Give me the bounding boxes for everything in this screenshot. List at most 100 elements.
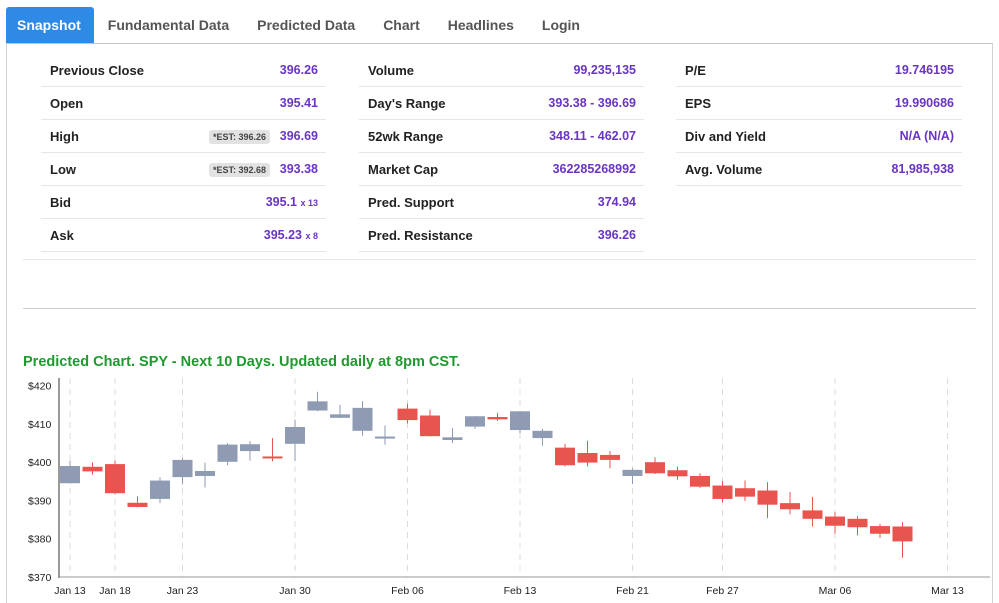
section-divider	[23, 308, 976, 309]
stats-column-3: P/E 19.746195 EPS 19.990686 Div and Yiel…	[676, 54, 962, 186]
candle-body	[825, 516, 845, 526]
stat-value: N/A (N/A)	[899, 129, 954, 143]
x-tick-label: Mar 13	[931, 585, 964, 597]
candle-body	[757, 490, 778, 505]
tab-snapshot[interactable]: Snapshot	[6, 7, 94, 43]
stat-label: High	[50, 129, 79, 144]
candle-body	[195, 470, 215, 476]
stat-row-avg-volume: Avg. Volume 81,985,938	[676, 153, 962, 186]
stat-row-eps: EPS 19.990686	[676, 87, 962, 120]
panel-border-left	[6, 43, 7, 603]
chart-grid	[69, 378, 948, 577]
stat-value: 393.38 - 396.69	[548, 96, 636, 110]
stat-row-low: Low *EST: 392.68 393.38	[41, 153, 326, 186]
y-tick-label: $400	[28, 457, 52, 469]
panel-border-right	[992, 43, 993, 603]
candle-body	[352, 407, 373, 431]
candle-body	[487, 417, 508, 420]
stat-row-pe: P/E 19.746195	[676, 54, 962, 87]
stat-value: 19.990686	[894, 96, 954, 110]
stat-value: 396.26	[597, 228, 636, 242]
stat-value: 395.23	[263, 228, 302, 242]
stats-bottom-border	[23, 259, 976, 260]
stat-value-group: 395.23 x 8	[264, 228, 318, 242]
estimate-badge: *EST: 396.26	[208, 130, 270, 144]
stat-label: Previous Close	[50, 63, 144, 78]
stat-value: 395.41	[279, 96, 318, 110]
candle-body	[735, 488, 755, 497]
candle-body	[555, 447, 575, 466]
tab-headlines[interactable]: Headlines	[447, 17, 514, 33]
chart-candles	[60, 391, 913, 558]
x-tick-label: Jan 30	[279, 585, 311, 597]
candle-body	[532, 430, 553, 439]
stat-row-days-range: Day's Range 393.38 - 396.69	[359, 87, 644, 120]
candle-body	[60, 466, 80, 484]
candle-body	[285, 426, 305, 444]
stat-row-ask: Ask 395.23 x 8	[41, 219, 326, 252]
stat-label: Volume	[368, 63, 414, 78]
y-tick-label: $390	[28, 495, 52, 507]
x-tick-label: Feb 06	[391, 585, 424, 597]
stat-size: x 13	[300, 198, 318, 208]
stat-row-previous-close: Previous Close 396.26	[41, 54, 326, 87]
stat-value: 348.11 - 462.07	[549, 129, 636, 143]
tab-predicted-data[interactable]: Predicted Data	[257, 17, 356, 33]
stat-value: 374.94	[597, 195, 636, 209]
stat-value: 81,985,938	[891, 162, 954, 176]
candle-body	[780, 503, 800, 510]
stat-value-group: 395.1 x 13	[266, 195, 318, 209]
x-tick-label: Mar 06	[819, 585, 852, 597]
candle-body	[645, 462, 665, 474]
candle-body	[892, 526, 913, 542]
tab-chart[interactable]: Chart	[383, 17, 420, 33]
stat-label: Open	[50, 96, 84, 111]
stat-row-open: Open 395.41	[41, 87, 326, 120]
x-tick-label: Jan 23	[167, 585, 199, 597]
candle-body	[150, 480, 170, 499]
stat-row-52wk-range: 52wk Range 348.11 - 462.07	[359, 120, 644, 153]
y-tick-label: $370	[28, 572, 52, 584]
candle-body	[802, 510, 823, 519]
candle-body	[510, 411, 530, 431]
stat-value: 19.746195	[894, 63, 954, 77]
tab-login[interactable]: Login	[541, 17, 580, 33]
candle-body	[465, 416, 485, 427]
candle-body	[240, 444, 260, 452]
x-tick-label: Feb 13	[504, 585, 537, 597]
stat-row-high: High *EST: 396.26 396.69	[41, 120, 326, 153]
candle-body	[330, 414, 350, 418]
candle-body	[307, 401, 328, 411]
stat-label: Low	[50, 162, 76, 177]
stat-label: EPS	[685, 96, 712, 111]
stat-value: 99,235,135	[573, 63, 636, 77]
y-tick-label: $380	[28, 534, 52, 546]
tab-fundamental-data[interactable]: Fundamental Data	[107, 17, 230, 33]
candle-body	[105, 464, 125, 494]
stat-row-pred-resistance: Pred. Resistance 396.26	[359, 219, 644, 252]
x-tick-label: Feb 27	[706, 585, 739, 597]
candle-body	[442, 437, 463, 440]
stat-row-div-yield: Div and Yield N/A (N/A)	[676, 120, 962, 153]
candle-body	[870, 526, 890, 534]
tab-underline	[6, 43, 993, 44]
candle-body	[397, 408, 418, 421]
candle-body	[127, 502, 148, 507]
candle-body	[420, 415, 440, 437]
tab-bar: Snapshot Fundamental Data Predicted Data…	[6, 7, 594, 44]
stats-column-1: Previous Close 396.26 Open 395.41 High *…	[41, 54, 326, 252]
stat-label: 52wk Range	[368, 129, 444, 144]
candle-body	[690, 475, 710, 487]
stat-value: 362285268992	[552, 162, 636, 176]
x-tick-label: Jan 13	[54, 585, 86, 597]
candle-body	[217, 444, 238, 462]
candle-body	[667, 470, 688, 477]
stat-label: Ask	[50, 228, 74, 243]
stat-row-market-cap: Market Cap 362285268992	[359, 153, 644, 186]
chart-title: Predicted Chart. SPY - Next 10 Days. Upd…	[23, 354, 461, 370]
stat-label: Pred. Resistance	[368, 228, 473, 243]
stat-label: Pred. Support	[368, 195, 454, 210]
stat-value: 396.69	[279, 129, 318, 143]
y-tick-label: $410	[28, 419, 52, 431]
candle-body	[375, 436, 395, 439]
